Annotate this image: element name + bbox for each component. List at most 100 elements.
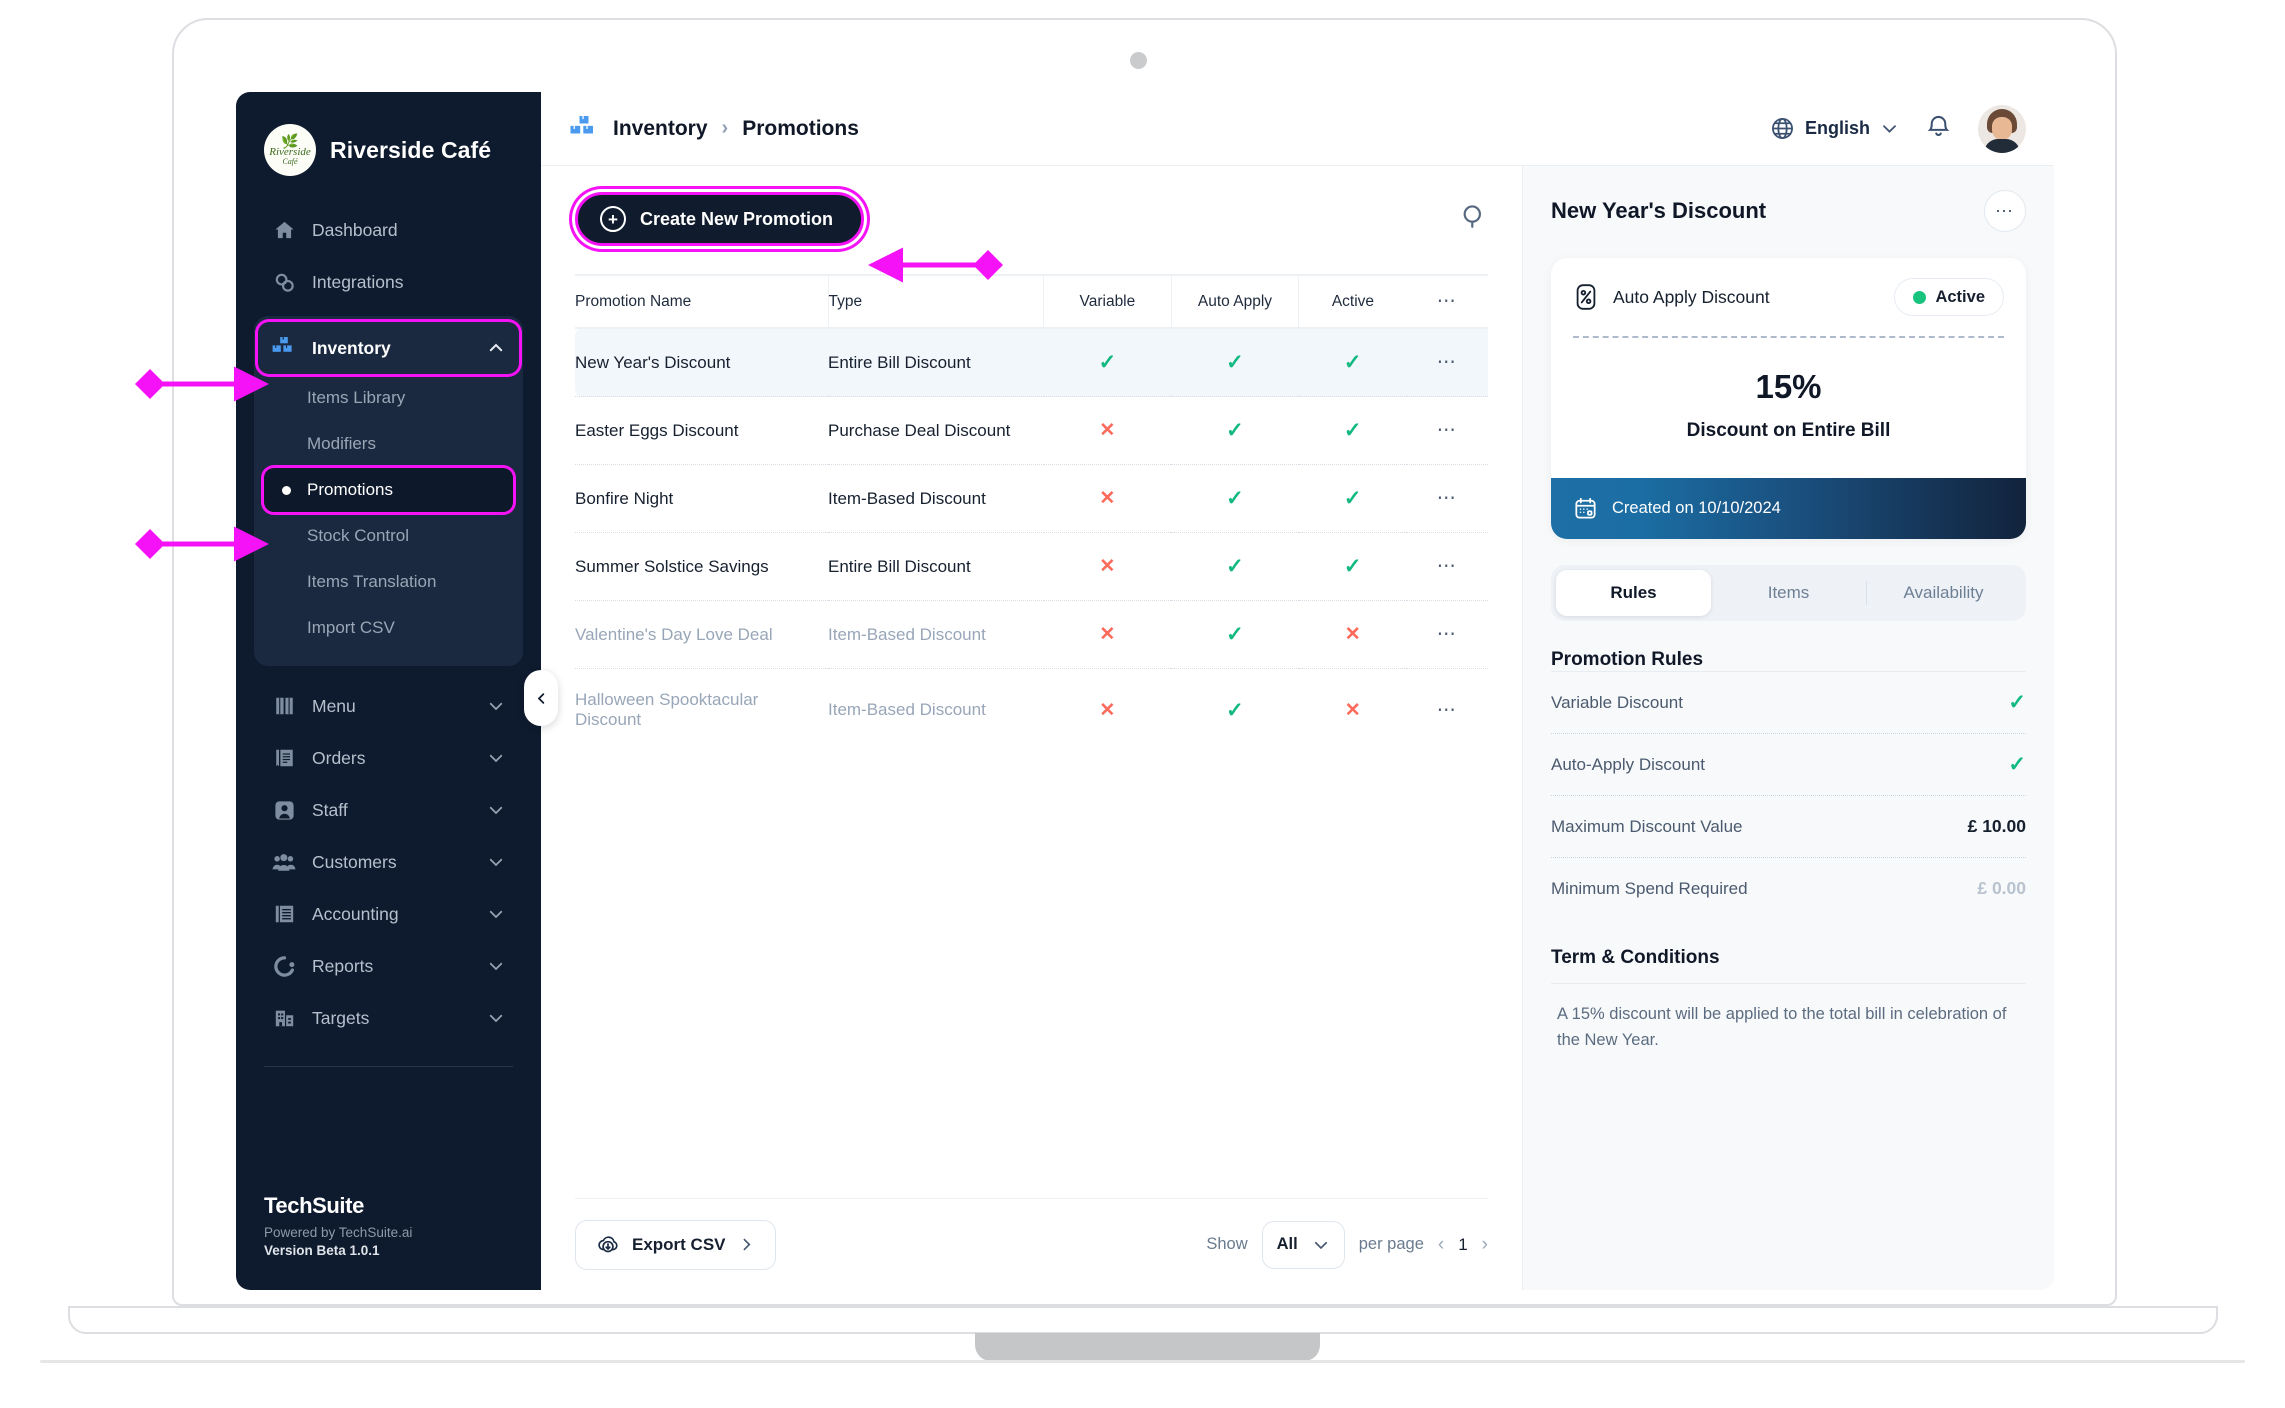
table-row[interactable]: New Year's Discount Entire Bill Discount…	[575, 328, 1488, 397]
cell-actions[interactable]: ⋯	[1407, 669, 1488, 752]
promotion-type-row: Auto Apply Discount Active	[1551, 258, 2026, 336]
rule-label: Variable Discount	[1551, 692, 1683, 712]
column-auto-apply[interactable]: Auto Apply	[1170, 274, 1299, 329]
language-selector[interactable]: English	[1770, 116, 1899, 141]
detail-menu-button[interactable]: ⋯	[1984, 190, 2026, 232]
export-csv-button[interactable]: Export CSV	[575, 1219, 776, 1270]
cell-variable: ✕	[1043, 464, 1172, 533]
ellipsis-icon[interactable]: ⋯	[1436, 699, 1458, 721]
check-icon: ✓	[1226, 555, 1244, 578]
create-new-promotion-button[interactable]: + Create New Promotion	[575, 192, 865, 246]
check-icon: ✓	[1226, 487, 1244, 510]
next-page-button[interactable]: ›	[1481, 1233, 1488, 1255]
per-page-select[interactable]: All	[1261, 1220, 1345, 1269]
sidebar-item-reports[interactable]: Reports	[258, 940, 519, 992]
cell-active: ✕	[1299, 669, 1407, 752]
column-promotion-name[interactable]: Promotion Name	[575, 274, 828, 329]
list-toolbar: + Create New Promotion	[541, 166, 1522, 246]
promotions-list-pane: + Create New Promotion	[541, 166, 1522, 1290]
ellipsis-icon[interactable]: ⋯	[1436, 488, 1458, 509]
ellipsis-icon[interactable]: ⋯	[1436, 420, 1458, 441]
table-row[interactable]: Valentine's Day Love Deal Item-Based Dis…	[575, 600, 1488, 669]
content: + Create New Promotion	[541, 166, 2054, 1290]
promotion-rules-title: Promotion Rules	[1551, 649, 1704, 670]
sidebar-subitem-label: Import CSV	[307, 618, 395, 637]
cell-active: ✕	[1298, 600, 1407, 669]
promotion-detail-pane: New Year's Discount ⋯	[1522, 166, 2054, 1290]
rule-row: Auto-Apply Discount ✓	[1551, 733, 2026, 795]
column-actions[interactable]: ⋯	[1406, 274, 1488, 329]
tab-rules[interactable]: Rules	[1556, 570, 1711, 616]
table-row[interactable]: Summer Solstice Savings Entire Bill Disc…	[575, 532, 1488, 601]
sidebar-item-inventory[interactable]: Inventory	[258, 322, 519, 374]
ledger-icon	[272, 902, 296, 926]
chevron-down-icon	[487, 957, 505, 975]
cell-promotion-name: Easter Eggs Discount	[575, 396, 828, 465]
sidebar-item-dashboard[interactable]: Dashboard	[258, 204, 519, 256]
cell-active: ✓	[1298, 396, 1407, 465]
column-active[interactable]: Active	[1298, 274, 1407, 329]
language-label: English	[1804, 118, 1870, 138]
ellipsis-icon[interactable]: ⋯	[1436, 556, 1458, 577]
brand-logo: 🌿 Riverside Café	[264, 124, 316, 176]
sidebar-item-staff[interactable]: Staff	[258, 784, 519, 836]
breadcrumb-parent[interactable]: Inventory	[613, 116, 708, 140]
sidebar-subitem-items-library[interactable]: Items Library	[264, 376, 513, 420]
card-divider	[1573, 336, 2004, 338]
created-on-bar: Created on 10/10/2024	[1551, 478, 2026, 539]
create-new-promotion-label: Create New Promotion	[640, 208, 834, 229]
sidebar-item-accounting[interactable]: Accounting	[258, 888, 519, 940]
ellipsis-icon[interactable]: ⋯	[1436, 352, 1458, 373]
page-number[interactable]: 1	[1458, 1234, 1468, 1254]
rule-value: ✓	[2008, 752, 2026, 777]
chevron-down-icon	[487, 905, 505, 923]
cell-actions[interactable]: ⋯	[1406, 464, 1488, 533]
cell-actions[interactable]: ⋯	[1406, 600, 1488, 669]
column-type[interactable]: Type	[827, 274, 1044, 329]
sidebar-item-label: Customers	[312, 851, 397, 872]
check-icon: ✓	[1098, 351, 1117, 374]
column-variable[interactable]: Variable	[1043, 274, 1172, 329]
sidebar-subitem-items-translation[interactable]: Items Translation	[264, 560, 513, 604]
sidebar-item-label: Targets	[312, 1007, 370, 1028]
sidebar-item-orders[interactable]: Orders	[258, 732, 519, 784]
cell-auto-apply: ✓	[1171, 600, 1299, 669]
table-head: Promotion Name Type Variable Auto Apply …	[575, 274, 1488, 329]
table-row[interactable]: Bonfire Night Item-Based Discount ✕ ✓ ✓ …	[575, 464, 1488, 533]
cell-promotion-name: Valentine's Day Love Deal	[575, 600, 828, 669]
cell-active: ✓	[1298, 464, 1407, 533]
table-row[interactable]: Easter Eggs Discount Purchase Deal Disco…	[575, 396, 1488, 465]
sidebar-item-menu[interactable]: Menu	[258, 680, 519, 732]
cell-actions[interactable]: ⋯	[1406, 532, 1488, 601]
created-on-text: Created on 10/10/2024	[1612, 499, 1781, 517]
sidebar-subitem-stock-control[interactable]: Stock Control	[264, 514, 513, 558]
table-row[interactable]: Halloween Spooktacular Discount Item-Bas…	[575, 669, 1488, 752]
sidebar-collapse-handle[interactable]	[524, 670, 558, 726]
sidebar-subitem-import-csv[interactable]: Import CSV	[264, 606, 513, 650]
sidebar-item-promotions[interactable]: Promotions	[264, 468, 513, 512]
search-icon	[1463, 205, 1481, 228]
sidebar-subitem-modifiers[interactable]: Modifiers	[264, 422, 513, 466]
tab-availability[interactable]: Availability	[1866, 570, 2021, 616]
ellipsis-icon: ⋯	[1436, 291, 1458, 312]
notifications-button[interactable]	[1925, 113, 1952, 145]
sidebar-item-targets[interactable]: Targets	[258, 992, 519, 1044]
search-button[interactable]	[1459, 202, 1488, 236]
discount-subtitle: Discount on Entire Bill	[1686, 420, 1891, 441]
sidebar-item-integrations[interactable]: Integrations	[258, 256, 519, 308]
sidebar-item-label: Orders	[312, 747, 366, 768]
cell-actions[interactable]: ⋯	[1406, 328, 1488, 397]
rule-value: ✓	[2008, 690, 2026, 715]
tab-items[interactable]: Items	[1711, 570, 1866, 616]
sidebar-item-customers[interactable]: Customers	[258, 836, 519, 888]
avatar[interactable]	[1978, 104, 2026, 153]
topbar: Inventory › Promotions English	[541, 92, 2054, 166]
discount-percent: 15%	[1755, 368, 1822, 405]
ellipsis-icon[interactable]: ⋯	[1436, 624, 1458, 645]
check-icon: ✓	[1343, 487, 1362, 510]
cell-actions[interactable]: ⋯	[1406, 396, 1488, 465]
bell-icon	[1927, 115, 1950, 136]
prev-page-button[interactable]: ‹	[1437, 1233, 1445, 1255]
cell-active: ✓	[1298, 328, 1407, 397]
